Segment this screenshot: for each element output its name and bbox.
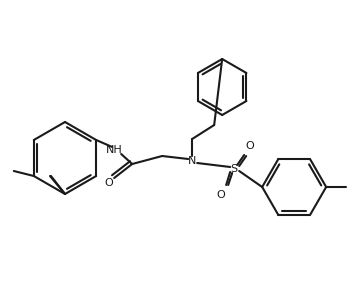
- Text: S: S: [231, 164, 238, 174]
- Text: O: O: [217, 190, 226, 200]
- Text: NH: NH: [106, 145, 122, 155]
- Text: N: N: [188, 156, 196, 166]
- Text: O: O: [105, 178, 114, 188]
- Text: O: O: [246, 141, 255, 151]
